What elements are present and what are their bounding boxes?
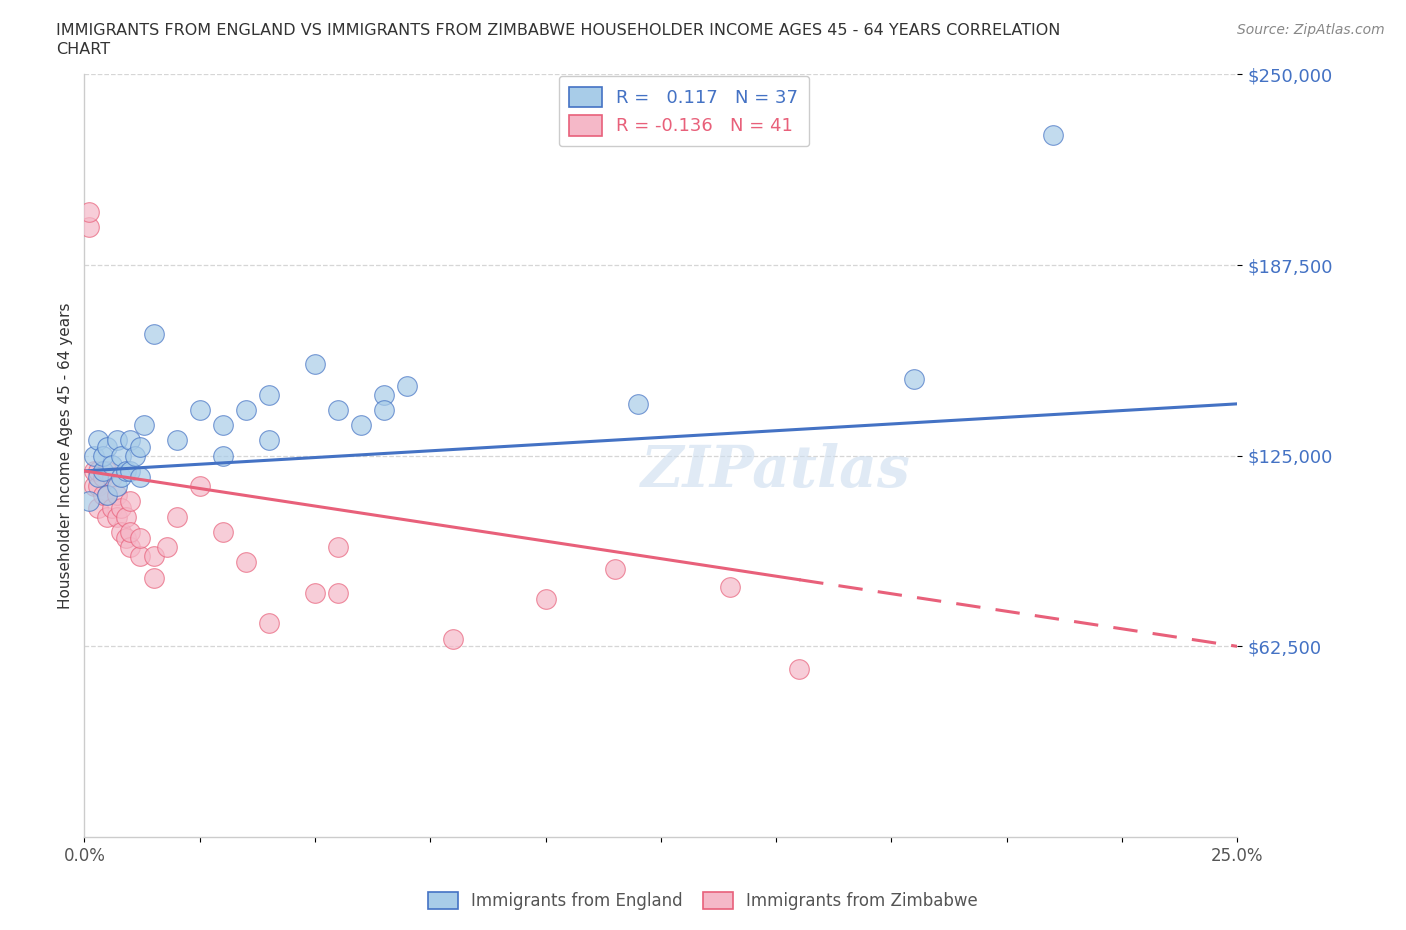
Point — [326, 539, 349, 554]
Point — [603, 561, 626, 576]
Text: ZIPatlas: ZIPatlas — [641, 443, 911, 499]
Point — [120, 433, 142, 448]
Point — [128, 531, 150, 546]
Point — [441, 631, 464, 646]
Point — [101, 470, 124, 485]
Point — [718, 579, 741, 594]
Point — [211, 448, 233, 463]
Point — [105, 488, 128, 503]
Point — [87, 463, 110, 478]
Point — [257, 387, 280, 402]
Point — [83, 463, 105, 478]
Point — [128, 549, 150, 564]
Point — [110, 500, 132, 515]
Point — [77, 494, 100, 509]
Point — [87, 500, 110, 515]
Point — [110, 448, 132, 463]
Point — [188, 403, 211, 418]
Point — [128, 470, 150, 485]
Point — [77, 219, 100, 234]
Point — [1042, 128, 1064, 143]
Point — [235, 555, 257, 570]
Point — [257, 616, 280, 631]
Y-axis label: Householder Income Ages 45 - 64 years: Householder Income Ages 45 - 64 years — [58, 302, 73, 609]
Point — [396, 379, 419, 393]
Point — [120, 525, 142, 539]
Point — [373, 403, 395, 418]
Point — [110, 470, 132, 485]
Point — [87, 470, 110, 485]
Point — [115, 510, 138, 525]
Point — [96, 510, 118, 525]
Point — [120, 494, 142, 509]
Point — [166, 510, 188, 525]
Point — [534, 591, 557, 606]
Point — [166, 433, 188, 448]
Point — [326, 403, 349, 418]
Point — [188, 479, 211, 494]
Point — [142, 570, 165, 585]
Point — [91, 470, 114, 485]
Point — [120, 539, 142, 554]
Point — [124, 448, 146, 463]
Text: CHART: CHART — [56, 42, 110, 57]
Point — [87, 433, 110, 448]
Legend: Immigrants from England, Immigrants from Zimbabwe: Immigrants from England, Immigrants from… — [422, 885, 984, 917]
Point — [96, 463, 118, 478]
Point — [134, 418, 156, 432]
Point — [91, 463, 114, 478]
Point — [101, 500, 124, 515]
Point — [105, 479, 128, 494]
Point — [211, 525, 233, 539]
Text: IMMIGRANTS FROM ENGLAND VS IMMIGRANTS FROM ZIMBABWE HOUSEHOLDER INCOME AGES 45 -: IMMIGRANTS FROM ENGLAND VS IMMIGRANTS FR… — [56, 23, 1060, 38]
Point — [77, 205, 100, 219]
Point — [96, 488, 118, 503]
Point — [142, 326, 165, 341]
Point — [101, 458, 124, 472]
Point — [91, 448, 114, 463]
Point — [120, 463, 142, 478]
Point — [83, 448, 105, 463]
Point — [96, 439, 118, 454]
Point — [257, 433, 280, 448]
Point — [903, 372, 925, 387]
Legend: R =   0.117   N = 37, R = -0.136   N = 41: R = 0.117 N = 37, R = -0.136 N = 41 — [558, 76, 810, 146]
Point — [235, 403, 257, 418]
Point — [115, 531, 138, 546]
Point — [350, 418, 373, 432]
Text: Source: ZipAtlas.com: Source: ZipAtlas.com — [1237, 23, 1385, 37]
Point — [128, 439, 150, 454]
Point — [110, 525, 132, 539]
Point — [96, 488, 118, 503]
Point — [156, 539, 179, 554]
Point — [83, 479, 105, 494]
Point — [304, 357, 326, 372]
Point — [105, 510, 128, 525]
Point — [787, 662, 810, 677]
Point — [142, 549, 165, 564]
Point — [105, 433, 128, 448]
Point — [373, 387, 395, 402]
Point — [91, 488, 114, 503]
Point — [304, 586, 326, 601]
Point — [211, 418, 233, 432]
Point — [87, 479, 110, 494]
Point — [627, 396, 650, 411]
Point — [326, 586, 349, 601]
Point — [115, 463, 138, 478]
